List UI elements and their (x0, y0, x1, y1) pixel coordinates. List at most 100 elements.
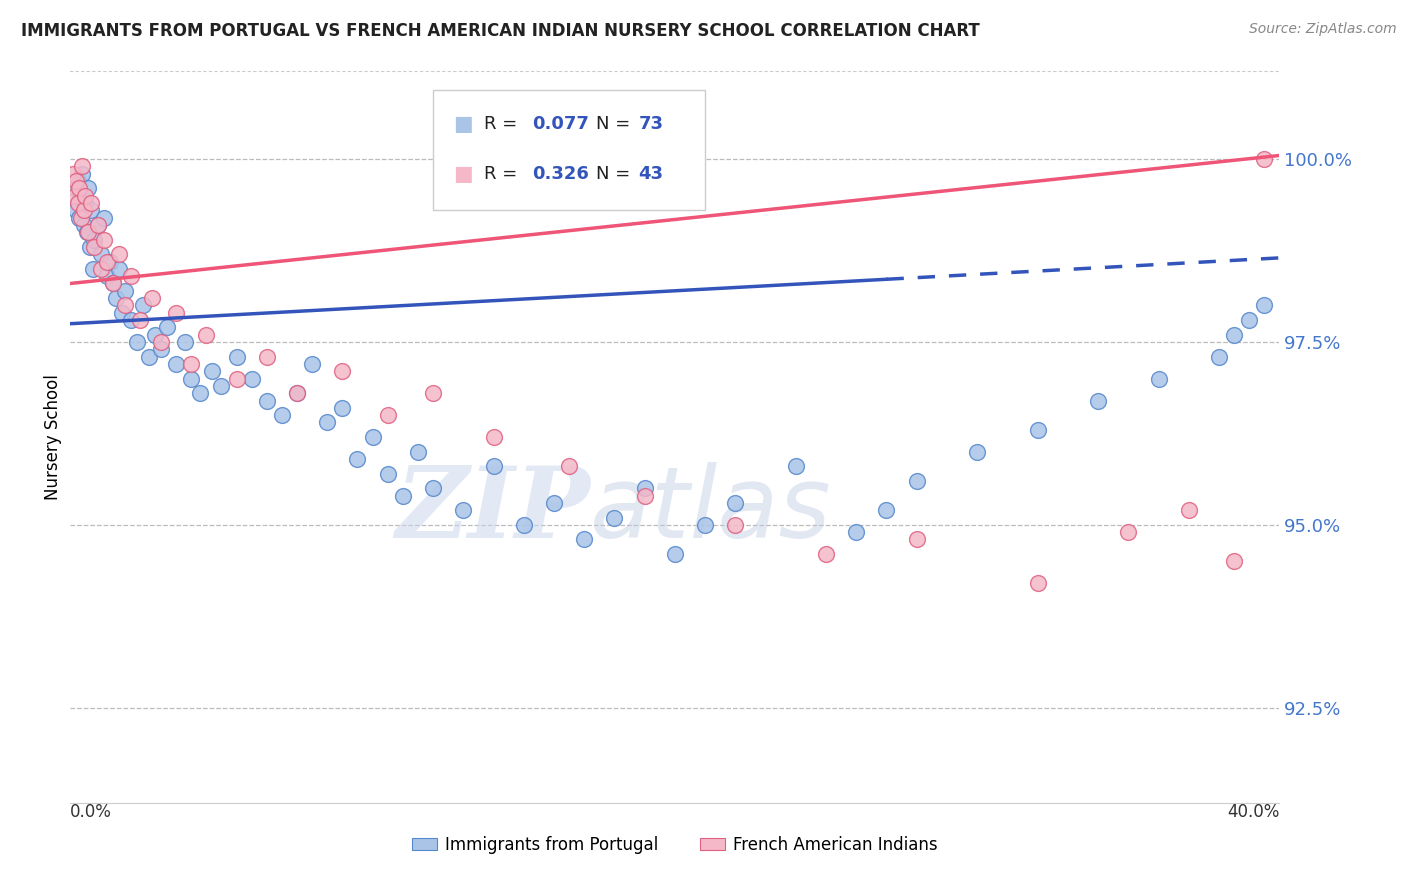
Point (1087, 393, 1109, 408)
Point (724, 517, 747, 532)
Point (633, 489, 655, 503)
Point (195, 327, 218, 342)
Point (180, 357, 202, 371)
Point (90, 261, 111, 276)
Point (1223, 327, 1246, 342)
Point (141, 291, 163, 305)
Point (201, 364, 224, 378)
Point (406, 444, 429, 458)
Point (285, 386, 308, 401)
Point (966, 444, 988, 458)
Point (66, 196, 89, 211)
Point (138, 350, 160, 364)
Point (377, 408, 399, 422)
Point (132, 298, 155, 312)
Point (256, 393, 278, 408)
Point (83, 240, 105, 254)
Point (1178, 503, 1201, 517)
Text: ■: ■ (454, 114, 474, 134)
Point (83, 233, 105, 247)
Point (845, 525, 868, 540)
Point (513, 517, 536, 532)
Point (332, 401, 354, 415)
Point (67, 181, 90, 195)
Point (82, 261, 104, 276)
Point (695, 517, 717, 532)
Point (72, 167, 94, 181)
Point (73, 203, 96, 218)
Point (1026, 576, 1049, 591)
Point (104, 291, 127, 305)
Point (256, 350, 278, 364)
Point (188, 386, 211, 401)
Point (180, 371, 202, 385)
Point (62, 167, 84, 181)
Point (905, 533, 928, 547)
Point (63, 181, 86, 195)
Point (150, 334, 173, 349)
Text: 0.326: 0.326 (533, 165, 589, 183)
Point (70, 188, 93, 202)
Point (65, 203, 87, 218)
Point (77, 181, 100, 195)
Point (101, 277, 124, 291)
Point (225, 350, 247, 364)
Point (120, 313, 142, 327)
Point (114, 298, 136, 312)
Point (63, 188, 86, 202)
Text: N =: N = (596, 165, 637, 183)
Text: R =: R = (484, 165, 523, 183)
Point (86, 218, 108, 232)
Point (165, 357, 187, 371)
Point (1253, 152, 1275, 166)
Text: atlas: atlas (591, 462, 832, 558)
Point (101, 277, 124, 291)
Text: N =: N = (596, 115, 637, 133)
Point (93, 233, 115, 247)
Point (785, 459, 807, 474)
Point (1147, 371, 1170, 385)
Point (114, 284, 136, 298)
Point (361, 430, 384, 444)
Text: 43: 43 (638, 165, 664, 183)
Point (107, 261, 129, 276)
Text: 0.077: 0.077 (533, 115, 589, 133)
Point (1239, 313, 1261, 327)
Point (905, 474, 928, 488)
Point (482, 430, 505, 444)
Text: Source: ZipAtlas.com: Source: ZipAtlas.com (1249, 22, 1396, 37)
Point (96, 254, 118, 268)
Point (67, 211, 90, 225)
Point (120, 269, 142, 284)
Text: 0.0%: 0.0% (70, 803, 112, 821)
Text: 73: 73 (638, 115, 664, 133)
Point (156, 320, 179, 334)
Point (574, 533, 596, 547)
Point (225, 371, 247, 385)
Point (422, 386, 444, 401)
Point (558, 459, 581, 474)
Point (76, 225, 98, 239)
Text: ■: ■ (454, 164, 474, 184)
FancyBboxPatch shape (433, 90, 706, 211)
Point (128, 313, 150, 327)
Point (107, 247, 129, 261)
Point (75, 188, 97, 202)
Point (98, 254, 121, 268)
Point (285, 386, 308, 401)
Point (875, 503, 898, 517)
Point (72, 160, 94, 174)
Point (316, 416, 339, 430)
Point (80, 196, 103, 211)
Point (111, 306, 134, 320)
Point (80, 203, 103, 218)
Point (79, 240, 101, 254)
Y-axis label: Nursery School: Nursery School (44, 374, 62, 500)
Point (377, 467, 399, 481)
Point (93, 211, 115, 225)
Point (1118, 525, 1140, 540)
Point (125, 334, 148, 349)
Point (664, 547, 686, 561)
Point (143, 327, 166, 342)
Point (332, 364, 354, 378)
